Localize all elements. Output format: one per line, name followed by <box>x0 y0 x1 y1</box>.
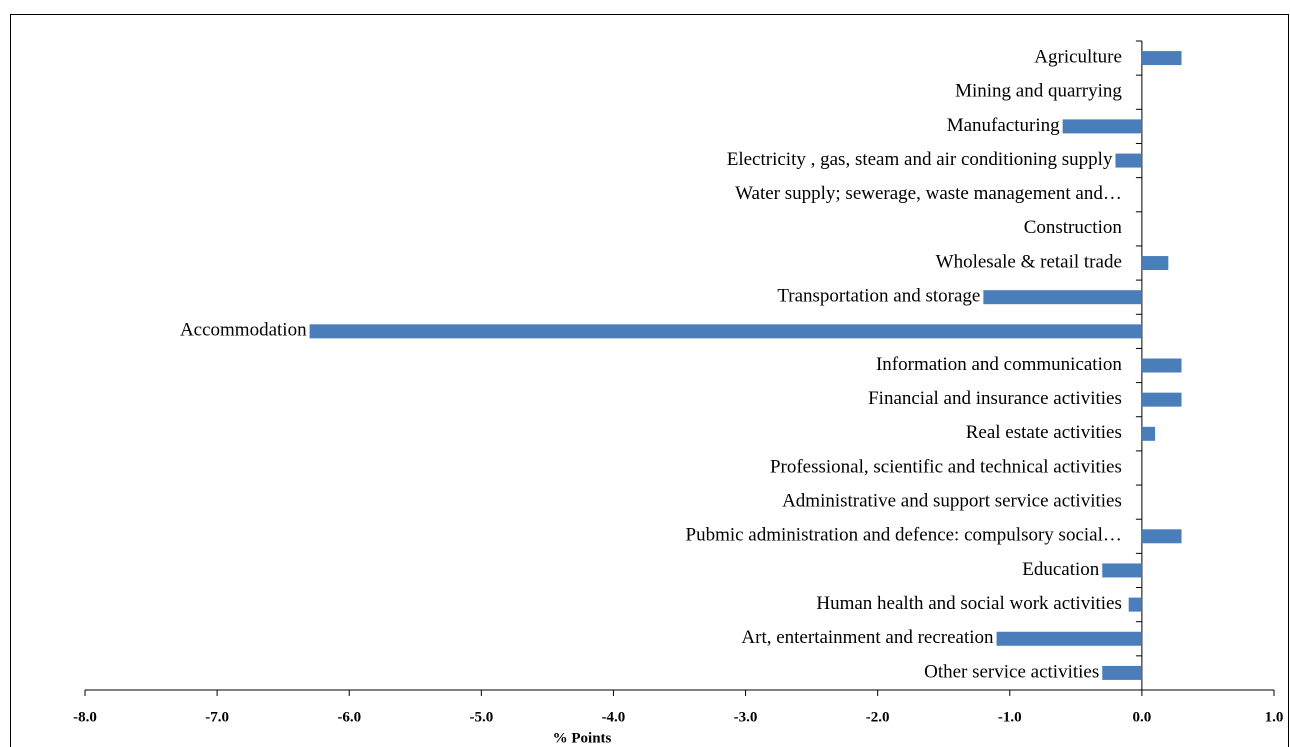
y-tick-label: Pubmic administration and defence: compu… <box>686 525 1122 546</box>
bar <box>1141 51 1182 66</box>
bar <box>1141 426 1156 441</box>
bar <box>1141 392 1182 407</box>
bar <box>1102 665 1142 680</box>
x-tick-label: -7.0 <box>205 709 229 725</box>
y-tick-label: Other service activities <box>924 661 1099 682</box>
y-tick-label: Art, entertainment and recreation <box>741 627 994 648</box>
bar <box>1141 256 1169 271</box>
bar <box>1128 597 1142 612</box>
chart-border <box>10 14 1289 747</box>
y-tick-label: Wholesale & retail trade <box>936 251 1122 272</box>
y-tick-label: Real estate activities <box>966 422 1122 443</box>
x-tick-label: -5.0 <box>469 709 493 725</box>
y-tick-label: Construction <box>1024 217 1123 238</box>
bar <box>996 631 1142 646</box>
y-tick-label: Human health and social work activities <box>816 593 1122 614</box>
y-tick-label: Information and communication <box>876 354 1122 375</box>
x-tick-label: -6.0 <box>337 709 361 725</box>
bar <box>309 324 1142 339</box>
y-tick-label: Professional, scientific and technical a… <box>770 456 1122 477</box>
y-tick-label: Transportation and storage <box>777 286 980 307</box>
y-tick-label: Manufacturing <box>947 115 1060 136</box>
y-tick-label: Administrative and support service activ… <box>782 490 1122 511</box>
bar <box>983 290 1142 305</box>
y-tick-label: Financial and insurance activities <box>868 388 1122 409</box>
y-tick-label: Agriculture <box>1034 46 1122 67</box>
y-tick-label: Electricity , gas, steam and air conditi… <box>727 149 1113 170</box>
bar <box>1115 153 1142 168</box>
bar <box>1062 119 1142 134</box>
x-tick-label: -3.0 <box>734 709 758 725</box>
x-axis-title: % Points <box>553 730 612 746</box>
bar <box>1141 529 1182 544</box>
y-tick-label: Education <box>1022 559 1100 580</box>
x-tick-label: 1.0 <box>1265 709 1284 725</box>
x-tick-label: -4.0 <box>602 709 626 725</box>
y-tick-label: Water supply; sewerage, waste management… <box>735 183 1122 204</box>
y-tick-label: Mining and quarrying <box>955 81 1122 102</box>
x-tick-label: -1.0 <box>998 709 1022 725</box>
bar <box>1141 358 1182 373</box>
x-tick-label: -2.0 <box>866 709 890 725</box>
x-tick-label: 0.0 <box>1133 709 1152 725</box>
x-tick-label: -8.0 <box>73 709 97 725</box>
y-tick-label: Accommodation <box>180 320 307 341</box>
bar <box>1102 563 1142 578</box>
